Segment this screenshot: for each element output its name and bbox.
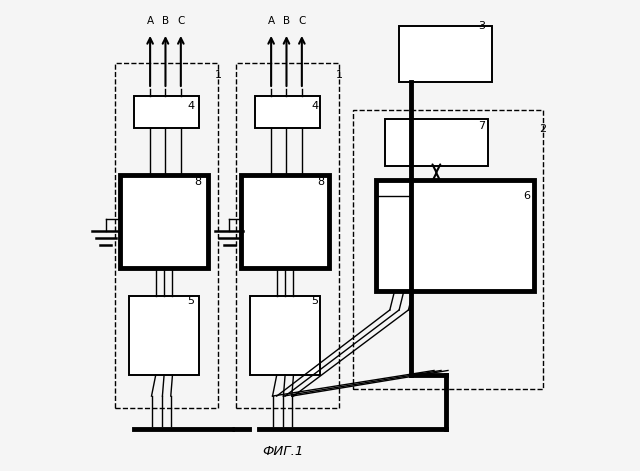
Bar [353, 110, 543, 389]
Text: 6: 6 [524, 191, 531, 201]
Bar [399, 26, 492, 82]
Text: C: C [298, 16, 305, 26]
Text: A: A [147, 16, 154, 26]
Text: 2: 2 [539, 124, 546, 134]
Text: 4: 4 [188, 100, 195, 111]
Bar [129, 296, 199, 375]
Text: ФИГ.1: ФИГ.1 [262, 446, 303, 458]
Bar [115, 63, 218, 408]
Text: C: C [177, 16, 184, 26]
Text: 3: 3 [478, 21, 485, 32]
Text: 5: 5 [188, 296, 195, 306]
Bar [250, 296, 320, 375]
Text: 1: 1 [215, 70, 222, 80]
Bar [236, 63, 339, 408]
Text: 8: 8 [194, 177, 202, 187]
Bar [241, 175, 330, 268]
Text: B: B [162, 16, 169, 26]
Bar [134, 96, 199, 129]
Bar [255, 96, 320, 129]
Text: 4: 4 [311, 100, 318, 111]
Text: B: B [283, 16, 290, 26]
Text: 5: 5 [311, 296, 318, 306]
Text: 7: 7 [478, 122, 485, 131]
Bar [385, 119, 488, 166]
Text: A: A [268, 16, 275, 26]
Text: 1: 1 [336, 70, 343, 80]
Bar [120, 175, 208, 268]
Bar [376, 179, 534, 292]
Text: 8: 8 [317, 177, 324, 187]
